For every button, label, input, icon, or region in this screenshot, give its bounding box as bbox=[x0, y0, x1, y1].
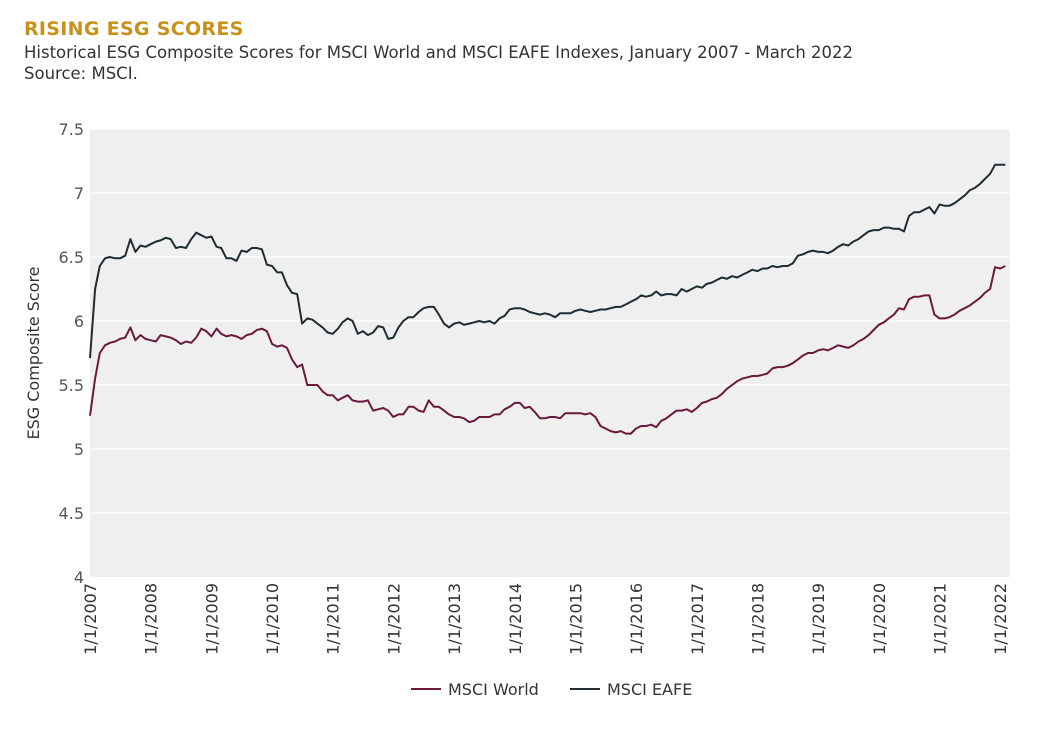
x-tick-label: 1/1/2018 bbox=[748, 583, 767, 655]
x-tick-label: 1/1/2007 bbox=[81, 583, 100, 655]
chart-subtitle: Historical ESG Composite Scores for MSCI… bbox=[24, 43, 854, 62]
legend-label: MSCI World bbox=[448, 680, 539, 699]
x-tick-label: 1/1/2013 bbox=[445, 583, 464, 655]
y-axis-ticks: 7.5 7 6.5 6 5.5 5 4.5 4 bbox=[59, 120, 84, 587]
chart-title: RISING ESG SCORES bbox=[24, 18, 244, 40]
x-tick-label: 1/1/2015 bbox=[566, 583, 585, 655]
legend: MSCI World MSCI EAFE bbox=[411, 680, 692, 699]
gridlines bbox=[90, 128, 1010, 514]
y-tick-label: 5.5 bbox=[59, 376, 84, 395]
x-tick-label: 1/1/2008 bbox=[142, 583, 161, 655]
x-tick-label: 1/1/2021 bbox=[931, 583, 950, 655]
y-tick-label: 6 bbox=[74, 312, 84, 331]
x-tick-label: 1/1/2019 bbox=[809, 583, 828, 655]
plot-area bbox=[90, 129, 1010, 577]
legend-item: MSCI EAFE bbox=[570, 680, 692, 699]
y-tick-label: 4.5 bbox=[59, 504, 84, 523]
x-tick-label: 1/1/2009 bbox=[202, 583, 221, 655]
series-line-msci-eafe bbox=[89, 163, 1006, 359]
x-tick-label: 1/1/2014 bbox=[506, 583, 525, 655]
legend-label: MSCI EAFE bbox=[607, 680, 692, 699]
y-tick-label: 6.5 bbox=[59, 248, 84, 267]
x-tick-label: 1/1/2016 bbox=[627, 583, 646, 655]
chart-source: Source: MSCI. bbox=[24, 64, 138, 83]
series-line-msci-world bbox=[89, 265, 1006, 435]
y-tick-label: 7 bbox=[74, 184, 84, 203]
x-tick-label: 1/1/2020 bbox=[870, 583, 889, 655]
y-tick-label: 4 bbox=[74, 568, 84, 587]
legend-item: MSCI World bbox=[411, 680, 539, 699]
x-tick-label: 1/1/2012 bbox=[384, 583, 403, 655]
x-tick-label: 1/1/2022 bbox=[991, 583, 1010, 655]
x-tick-label: 1/1/2010 bbox=[263, 583, 282, 655]
y-tick-label: 5 bbox=[74, 440, 84, 459]
x-tick-label: 1/1/2017 bbox=[688, 583, 707, 655]
y-tick-label: 7.5 bbox=[59, 120, 84, 139]
y-axis-label: ESG Composite Score bbox=[24, 266, 43, 439]
x-axis-ticks: 1/1/2007 1/1/2008 1/1/2009 1/1/2010 1/1/2011… bbox=[81, 583, 1010, 655]
series-layer bbox=[89, 163, 1006, 435]
x-tick-label: 1/1/2011 bbox=[324, 583, 343, 655]
